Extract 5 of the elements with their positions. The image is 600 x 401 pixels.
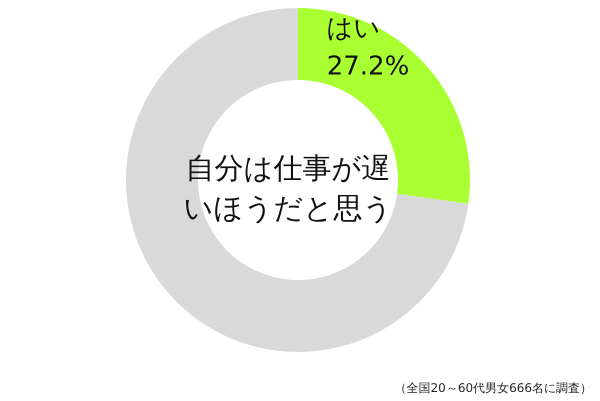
donut-slice (126, 8, 468, 352)
text: （全国20～60代男女666名に調査） (394, 381, 592, 395)
slice-label: はい (326, 14, 381, 44)
text: 自分は仕事が遅いほうだと思う (184, 151, 392, 225)
data-label: 27.2% (326, 52, 410, 82)
